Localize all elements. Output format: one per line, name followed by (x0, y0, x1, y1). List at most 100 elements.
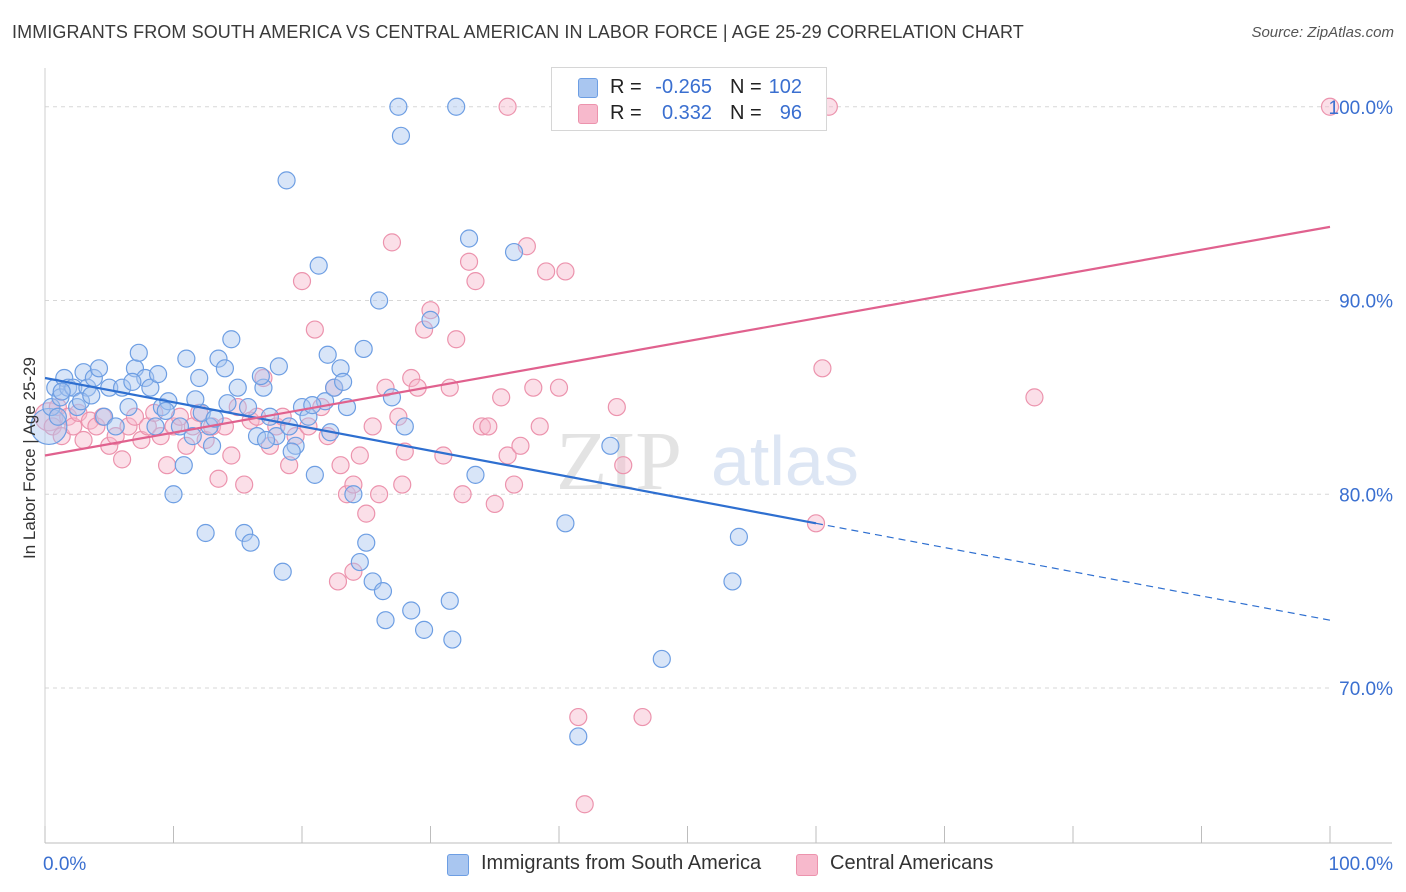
data-point (156, 401, 175, 421)
data-point (209, 349, 228, 368)
data-point (414, 320, 434, 339)
data-point (479, 417, 498, 436)
legend-swatch-blue (578, 78, 598, 98)
data-point (549, 378, 569, 397)
data-point (504, 475, 524, 494)
series-legend: Immigrants from South America Central Am… (0, 851, 1406, 879)
data-point (421, 301, 440, 320)
data-point (222, 330, 241, 349)
data-point (601, 436, 620, 455)
data-point (215, 359, 234, 378)
data-point (87, 417, 106, 436)
trend-line-blue-extension (815, 522, 1331, 621)
legend-r-value-blue: -0.265 (655, 76, 712, 98)
data-point (328, 572, 348, 591)
data-point (334, 372, 353, 391)
data-point (652, 649, 671, 669)
data-point (393, 475, 412, 494)
data-point (235, 475, 254, 494)
data-point (382, 388, 402, 407)
data-point (414, 620, 434, 639)
data-point (74, 430, 93, 450)
trend-lines (44, 225, 1331, 621)
data-point (376, 378, 395, 397)
data-point (337, 485, 357, 504)
data-point (174, 456, 193, 475)
axes (44, 68, 1392, 844)
data-point (292, 272, 312, 291)
y-tick-label: 100.0% (1329, 98, 1394, 119)
data-point (141, 378, 160, 397)
data-point (95, 407, 114, 426)
data-point (309, 256, 328, 275)
tick-labels: 70.0% 80.0% 90.0% 100.0% 0.0% 100.0% (43, 98, 1393, 875)
y-tick-label: 90.0% (1339, 292, 1393, 313)
data-point (303, 396, 322, 415)
legend-row-blue: R = -0.265 N = 102 (552, 76, 826, 100)
data-point (607, 397, 626, 417)
y-axis-label: In Labor Force | Age 25-29 (20, 357, 39, 559)
data-point (402, 368, 421, 388)
data-point (511, 436, 530, 455)
data-point (280, 417, 299, 436)
data-point (218, 394, 237, 413)
data-point (466, 272, 485, 291)
legend-label-central-americans: Central Americans (830, 852, 994, 874)
data-point (498, 97, 517, 116)
data-point (305, 465, 324, 484)
x-tick-label-max: 100.0% (1329, 854, 1394, 875)
data-point (282, 442, 301, 461)
series-central-americans (34, 97, 1340, 814)
data-point (52, 382, 71, 401)
data-point (434, 446, 453, 465)
data-point (183, 427, 202, 446)
data-point (633, 707, 652, 727)
data-point (466, 465, 485, 484)
legend-n-label: N = (730, 102, 762, 124)
data-point (273, 562, 292, 581)
data-point (556, 262, 575, 281)
data-point (1025, 388, 1044, 407)
data-point (235, 523, 254, 543)
legend-swatch-blue (447, 854, 469, 876)
data-point (402, 601, 421, 620)
data-point (575, 795, 594, 814)
data-point (305, 320, 324, 339)
data-point (254, 378, 273, 397)
data-point (119, 397, 138, 417)
legend-n-label: N = (730, 76, 762, 98)
data-point (267, 427, 286, 446)
data-point (569, 707, 588, 727)
y-tick-label: 70.0% (1339, 679, 1393, 700)
gridlines (45, 106, 1330, 689)
data-point (614, 456, 633, 475)
stats-legend: R = -0.265 N = 102 R = 0.332 N = 96 (551, 67, 827, 131)
data-point (247, 427, 267, 446)
data-point (492, 388, 511, 407)
data-point (241, 533, 260, 552)
data-point (459, 252, 479, 271)
data-point (447, 97, 466, 116)
data-point (498, 446, 517, 465)
y-tick-label: 80.0% (1339, 485, 1393, 506)
data-point (190, 368, 209, 388)
data-point (350, 446, 369, 465)
data-point (164, 485, 183, 504)
data-point (723, 572, 742, 591)
data-point (395, 417, 414, 436)
data-point (344, 475, 363, 494)
data-point (251, 366, 270, 386)
data-point (813, 359, 832, 378)
data-point (389, 407, 408, 426)
data-point (280, 456, 299, 475)
data-point (256, 430, 276, 450)
series-immigrants-from-south-america (30, 97, 749, 746)
data-point (389, 97, 408, 116)
data-point (89, 359, 109, 378)
data-point (82, 386, 101, 405)
data-point (177, 436, 196, 455)
data-point (277, 171, 296, 190)
data-point (357, 504, 376, 523)
data-point (30, 407, 68, 446)
data-point (485, 494, 504, 514)
